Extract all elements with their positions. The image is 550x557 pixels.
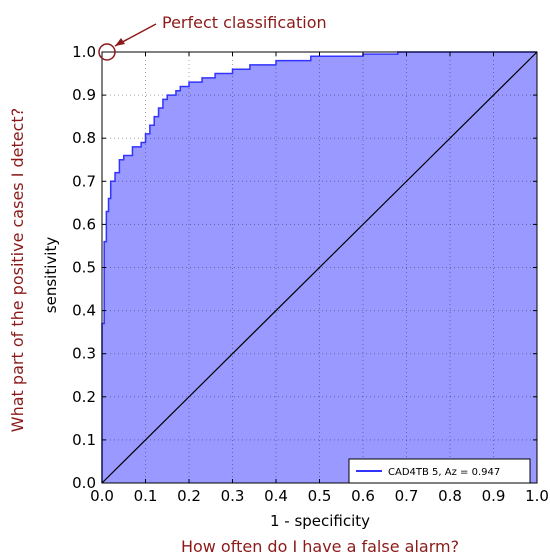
x-tick-label: 0.8 xyxy=(438,487,462,505)
perfect-classification-annotation: Perfect classification xyxy=(98,13,327,61)
annotation-arrow-head xyxy=(115,38,125,46)
perfect-classification-label: Perfect classification xyxy=(162,13,327,32)
x-tick-label: 0.1 xyxy=(134,487,158,505)
x-tick-label: 0.0 xyxy=(90,487,114,505)
y-tick-label: 0.2 xyxy=(72,388,96,406)
y-tick-label: 0.4 xyxy=(72,302,96,320)
x-tick-label: 0.3 xyxy=(221,487,245,505)
y-tick-label: 0.3 xyxy=(72,345,96,363)
x-tick-label: 0.4 xyxy=(264,487,288,505)
x-axis-label: 1 - specificity xyxy=(270,512,370,530)
y-tick-label: 1.0 xyxy=(72,43,96,61)
roc-curve xyxy=(101,51,537,483)
false-alarm-question-label: How often do I have a false alarm? xyxy=(181,537,459,556)
y-tick-label: 0.0 xyxy=(72,474,96,492)
x-tick-label: 0.9 xyxy=(482,487,506,505)
legend-label: CAD4TB 5, Az = 0.947 xyxy=(388,467,500,478)
x-tick-label: 0.6 xyxy=(351,487,375,505)
x-tick-label: 0.7 xyxy=(395,487,419,505)
y-tick-label: 0.9 xyxy=(72,86,96,104)
plot-frame xyxy=(101,51,538,484)
y-tick-label: 0.8 xyxy=(72,129,96,147)
legend-box xyxy=(348,458,531,484)
x-tick-label: 1.0 xyxy=(525,487,549,505)
perfect-point-circle xyxy=(98,43,116,61)
legend: CAD4TB 5, Az = 0.947 xyxy=(348,458,531,484)
y-tick-labels: 0.0 0.1 0.2 0.3 0.4 0.5 0.6 0.7 0.8 0.9 1.0 xyxy=(72,43,96,492)
series-layer xyxy=(101,51,538,484)
detection-question-label: What part of the positive cases I detect… xyxy=(8,108,27,432)
chance-diagonal-line xyxy=(101,51,538,484)
y-tick-label: 0.6 xyxy=(72,215,96,233)
y-tick-label: 0.7 xyxy=(72,172,96,190)
x-tick-labels: 0.0 0.1 0.2 0.3 0.4 0.5 0.6 0.7 0.8 0.9 1.0 xyxy=(90,487,549,505)
y-tick-label: 0.1 xyxy=(72,431,96,449)
x-tick-label: 0.2 xyxy=(177,487,201,505)
x-tick-label: 0.5 xyxy=(308,487,332,505)
y-axis-label: sensitivity xyxy=(42,237,60,314)
y-tick-label: 0.5 xyxy=(72,259,96,277)
